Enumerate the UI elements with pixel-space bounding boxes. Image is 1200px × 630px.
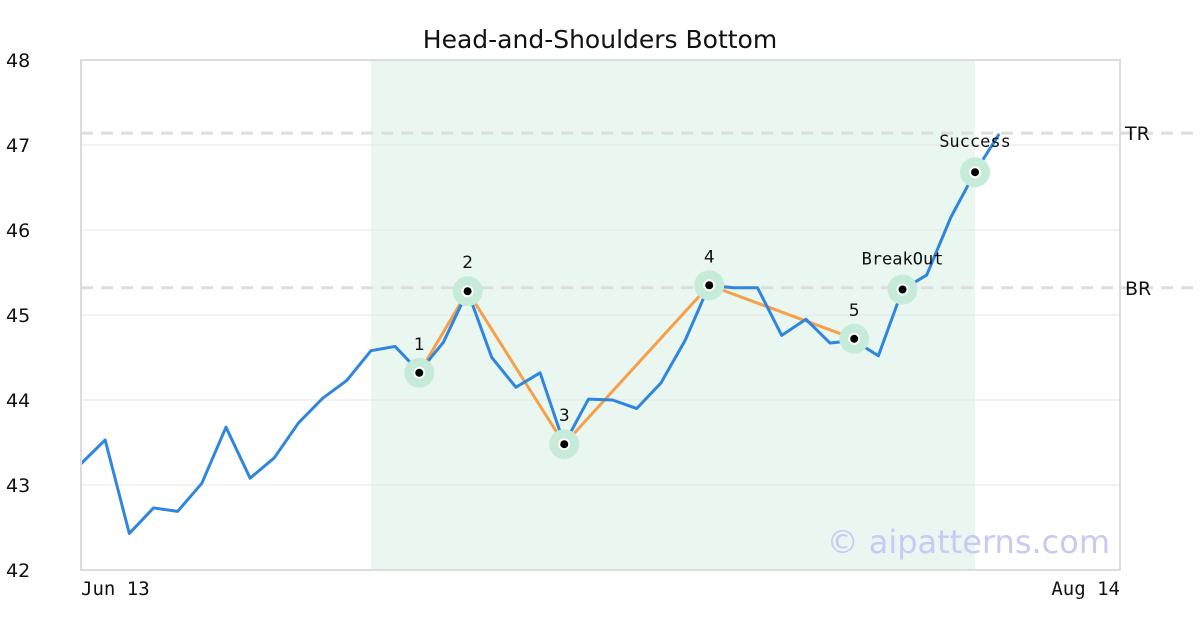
y-tick-label: 45 [6, 305, 30, 327]
pattern-point-3-dot [560, 440, 569, 449]
pattern-point-5-dot [850, 334, 859, 343]
x-tick-label: Aug 14 [1051, 578, 1120, 600]
y-tick-label: 47 [6, 135, 30, 157]
reference-label-tr: TR [1124, 123, 1150, 145]
pattern-point-label-5: 5 [849, 301, 860, 321]
y-tick-label: 46 [6, 220, 30, 242]
reference-label-br: BR [1125, 278, 1151, 300]
annotation-breakout-dot [898, 285, 907, 294]
pattern-point-4-dot [705, 281, 714, 290]
annotation-label-breakout: BreakOut [862, 250, 944, 270]
pattern-point-label-1: 1 [414, 335, 425, 355]
watermark-text: © aipatterns.com [827, 523, 1110, 561]
x-tick-label: Jun 13 [81, 578, 150, 600]
y-tick-label: 44 [6, 390, 30, 412]
pattern-point-label-2: 2 [462, 253, 473, 273]
pattern-point-label-4: 4 [704, 247, 715, 267]
annotation-label-success: Success [939, 132, 1011, 152]
pattern-point-1-dot [415, 368, 424, 377]
pattern-point-2-dot [463, 287, 472, 296]
pattern-point-label-3: 3 [559, 406, 570, 426]
y-tick-label: 43 [6, 475, 30, 497]
chart-title: Head-and-Shoulders Bottom [423, 25, 777, 54]
plot-frame [80, 59, 1121, 571]
y-tick-label: 48 [6, 50, 30, 72]
y-tick-label: 42 [6, 560, 30, 582]
annotation-success-dot [971, 168, 980, 177]
